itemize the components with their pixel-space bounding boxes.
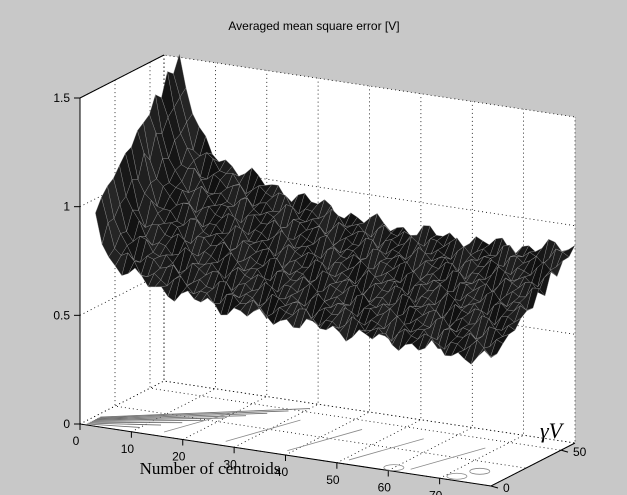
- z-tick-label: 1.5: [53, 91, 70, 105]
- surface-patch: [484, 350, 498, 359]
- contour-loop: [446, 472, 468, 480]
- chart-title: Averaged mean square error [V]: [228, 19, 399, 33]
- y-axis-label: γV: [540, 418, 565, 443]
- contour-line: [163, 410, 239, 433]
- contour-line: [91, 419, 204, 422]
- contour-line: [96, 412, 268, 420]
- contour-line: [93, 417, 225, 421]
- z-tick-label: 0.5: [53, 308, 70, 322]
- x-tick-label: 50: [326, 473, 340, 487]
- contour-line: [98, 410, 289, 419]
- x-tick-label: 10: [121, 442, 135, 456]
- contour-line: [100, 408, 310, 418]
- contour-line: [90, 421, 183, 424]
- contour-line: [410, 447, 486, 470]
- z-tick-label: 0: [63, 417, 70, 431]
- x-tick-label: 20: [172, 450, 186, 464]
- floor-contours: [86, 408, 491, 480]
- x-tick-label: 70: [429, 488, 443, 495]
- contour-line: [86, 423, 140, 428]
- contour-line: [287, 429, 363, 452]
- contour-line: [225, 419, 301, 442]
- x-tick-label: 30: [223, 457, 237, 471]
- contour-line: [348, 438, 424, 461]
- y-tick-mark: [490, 485, 499, 489]
- error-surface: [95, 54, 576, 365]
- y-tick-label: 50: [573, 445, 587, 459]
- x-axis-label: Number of centroids: [140, 459, 281, 478]
- z-tick-label: 1: [63, 200, 70, 214]
- axis-top-edge: [79, 54, 165, 99]
- x-tick-label: 40: [275, 465, 289, 479]
- contour-line: [88, 422, 162, 426]
- y-tick-mark: [560, 449, 569, 453]
- contour-loop: [383, 464, 405, 472]
- x-tick-label: 60: [378, 481, 392, 495]
- contour-loop: [469, 467, 491, 475]
- x-tick-label: 0: [73, 434, 80, 448]
- y-tick-label: 0: [503, 481, 510, 495]
- tick-labels: 0 0.5 1 1.5 0 10 20 30 40 50 60 70 0 50: [53, 91, 586, 495]
